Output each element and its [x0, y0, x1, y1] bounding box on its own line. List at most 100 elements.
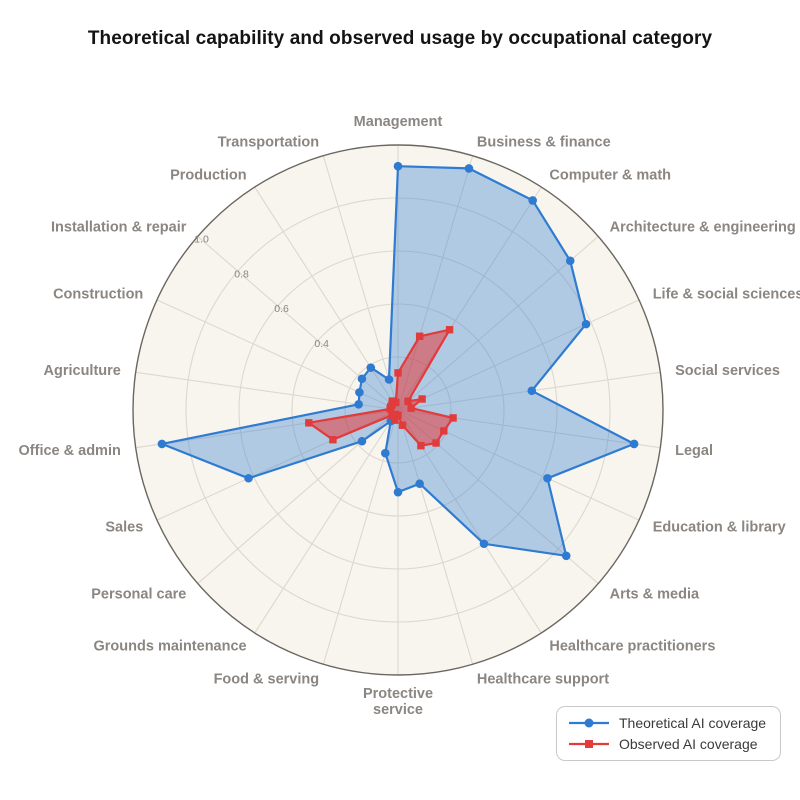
category-label-line: Transportation — [218, 134, 320, 150]
legend-marker-square-icon — [585, 740, 593, 748]
data-point-theoretical-ai-coverage-business-finance — [464, 164, 474, 173]
category-label-line: Agriculture — [44, 363, 121, 379]
category-label-personal-care: Personal care — [91, 586, 186, 602]
legend-item-observed: Observed AI coverage — [567, 736, 766, 752]
legend: Theoretical AI coverage Observed AI cove… — [556, 706, 782, 761]
data-point-theoretical-ai-coverage-computer-math — [528, 196, 537, 205]
grid-spoke — [254, 409, 399, 634]
data-point-theoretical-ai-coverage-healthcare-support — [415, 479, 424, 489]
category-label-architecture-engineering: Architecture & engineering — [610, 220, 796, 236]
category-label-line: service — [373, 702, 423, 718]
category-label-transportation: Transportation — [218, 134, 320, 150]
category-label-line: Grounds maintenance — [94, 639, 247, 655]
category-label-healthcare-practitioners: Healthcare practitioners — [549, 639, 715, 655]
data-point-theoretical-ai-coverage-education-library — [543, 473, 552, 483]
category-label-line: Office & admin — [19, 443, 121, 459]
category-label-protective-service: Protective service — [363, 686, 433, 718]
category-label-line: Arts & media — [610, 586, 700, 602]
data-point-theoretical-ai-coverage-healthcare-practitioners — [479, 539, 489, 549]
category-label-business-finance: Business & finance — [477, 134, 611, 150]
category-label-legal: Legal — [675, 443, 713, 459]
category-label-arts-media: Arts & media — [610, 586, 700, 602]
data-point-theoretical-ai-coverage-construction — [355, 388, 364, 397]
grid-spoke — [135, 371, 399, 411]
data-point-theoretical-ai-coverage-protective-service — [393, 487, 403, 497]
data-point-observed-ai-coverage-personal-care — [388, 411, 396, 419]
data-point-observed-ai-coverage-transportation — [392, 398, 400, 407]
data-point-theoretical-ai-coverage-arts-media — [561, 551, 571, 561]
radial-tick-label-0.8: 0.8 — [234, 268, 249, 280]
legend-marker-circle-icon — [584, 718, 594, 728]
data-point-observed-ai-coverage-arts-media — [432, 439, 440, 447]
category-label-line: Social services — [675, 363, 780, 379]
radial-tick-label-0.6: 0.6 — [274, 303, 289, 315]
category-label-food-serving: Food & serving — [214, 672, 320, 688]
data-point-theoretical-ai-coverage-architecture-engineering — [565, 256, 575, 266]
category-label-line: Personal care — [91, 586, 186, 602]
legend-label-observed: Observed AI coverage — [619, 736, 758, 752]
radial-tick-label-1.0: 1.0 — [194, 234, 209, 246]
category-label-line: Protective — [363, 686, 433, 702]
category-label-education-library: Education & library — [653, 519, 786, 535]
series-fill-theoretical-ai-coverage — [161, 166, 635, 556]
data-point-observed-ai-coverage-sales — [329, 436, 337, 444]
data-point-theoretical-ai-coverage-transportation — [384, 375, 394, 384]
category-label-line: Construction — [53, 287, 143, 303]
category-label-agriculture: Agriculture — [44, 363, 121, 379]
grid-spoke — [397, 236, 599, 411]
radial-tick-label-0.4: 0.4 — [314, 338, 329, 350]
category-label-social-services: Social services — [675, 363, 780, 379]
data-point-observed-ai-coverage-healthcare-practitioners — [417, 441, 425, 450]
data-point-observed-ai-coverage-food-serving — [391, 416, 399, 424]
data-point-observed-ai-coverage-computer-math — [445, 326, 454, 334]
category-label-construction: Construction — [53, 287, 143, 303]
data-point-observed-ai-coverage-installation-repair — [388, 401, 396, 409]
category-label-management: Management — [354, 114, 443, 130]
grid-spoke — [397, 409, 474, 665]
category-label-computer-math: Computer & math — [549, 167, 671, 183]
data-point-theoretical-ai-coverage-sales — [244, 473, 253, 483]
legend-swatch-theoretical-line-circle-icon — [569, 718, 609, 728]
category-label-line: Business & finance — [477, 134, 611, 150]
category-label-installation-repair: Installation & repair — [51, 220, 187, 236]
data-point-observed-ai-coverage-legal — [449, 414, 457, 422]
legend-swatch-observed-line-square-icon — [569, 740, 609, 748]
outer-ring — [132, 144, 664, 676]
legend-item-theoretical: Theoretical AI coverage — [567, 715, 766, 731]
grid-spoke — [254, 186, 399, 411]
data-point-theoretical-ai-coverage-agriculture — [354, 400, 363, 409]
data-point-observed-ai-coverage-office-admin — [305, 419, 313, 427]
data-point-theoretical-ai-coverage-social-services — [527, 386, 537, 396]
category-label-line: Education & library — [653, 519, 786, 535]
data-point-observed-ai-coverage-life-social-sciences — [418, 395, 426, 403]
data-point-observed-ai-coverage-healthcare-support — [398, 421, 407, 429]
category-label-line: Computer & math — [549, 167, 671, 183]
data-point-observed-ai-coverage-management — [394, 369, 402, 377]
data-point-theoretical-ai-coverage-installation-repair — [357, 374, 367, 384]
data-point-observed-ai-coverage-education-library — [440, 427, 448, 435]
legend-label-theoretical: Theoretical AI coverage — [619, 715, 767, 731]
data-point-theoretical-ai-coverage-life-social-sciences — [581, 319, 591, 329]
category-label-line: Sales — [105, 519, 143, 535]
category-label-line: Healthcare support — [477, 672, 609, 688]
data-point-theoretical-ai-coverage-management — [393, 161, 403, 171]
category-label-office-admin: Office & admin — [19, 443, 121, 459]
category-label-line: Healthcare practitioners — [549, 639, 715, 655]
category-label-line: Life & social sciences — [653, 287, 800, 303]
category-label-grounds-maintenance: Grounds maintenance — [94, 639, 247, 655]
data-point-theoretical-ai-coverage-office-admin — [157, 439, 167, 449]
category-label-line: Legal — [675, 443, 713, 459]
category-label-line: Production — [170, 167, 247, 183]
data-point-theoretical-ai-coverage-personal-care — [357, 436, 367, 446]
category-label-healthcare-support: Healthcare support — [477, 672, 609, 688]
category-label-line: Management — [354, 114, 443, 130]
category-label-line: Installation & repair — [51, 220, 187, 236]
category-label-line: Food & serving — [214, 672, 320, 688]
data-point-observed-ai-coverage-architecture-engineering — [404, 397, 412, 406]
category-label-life-social-sciences: Life & social sciences — [653, 287, 800, 303]
data-point-theoretical-ai-coverage-food-serving — [381, 448, 390, 458]
category-label-line: Architecture & engineering — [610, 220, 796, 236]
category-label-sales: Sales — [105, 519, 143, 535]
data-point-theoretical-ai-coverage-production — [366, 363, 376, 372]
